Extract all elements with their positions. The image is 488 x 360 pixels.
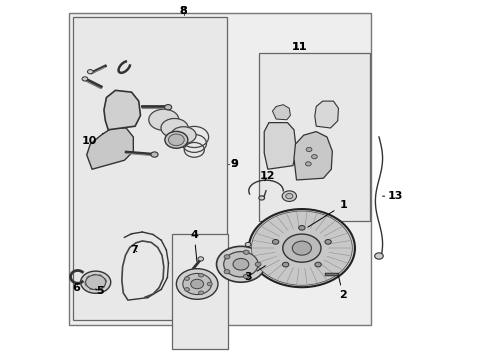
- Ellipse shape: [164, 104, 171, 110]
- Polygon shape: [264, 123, 296, 169]
- Ellipse shape: [243, 250, 248, 254]
- Text: 3: 3: [244, 266, 265, 282]
- Ellipse shape: [87, 69, 93, 74]
- Ellipse shape: [164, 131, 187, 148]
- Text: 6: 6: [73, 283, 81, 293]
- Text: 4: 4: [190, 230, 198, 261]
- Text: 10: 10: [81, 134, 102, 145]
- Polygon shape: [86, 128, 133, 169]
- Text: 11: 11: [291, 42, 306, 52]
- Ellipse shape: [251, 211, 351, 285]
- Ellipse shape: [224, 255, 229, 259]
- Text: 7: 7: [130, 245, 138, 255]
- Ellipse shape: [81, 271, 110, 293]
- Ellipse shape: [325, 239, 331, 244]
- Ellipse shape: [255, 262, 261, 266]
- Polygon shape: [104, 90, 140, 130]
- Bar: [69, 13, 370, 325]
- Bar: [172, 234, 227, 348]
- Ellipse shape: [148, 109, 179, 130]
- Ellipse shape: [244, 242, 250, 247]
- Ellipse shape: [207, 282, 212, 286]
- Text: 9: 9: [230, 159, 238, 169]
- Ellipse shape: [224, 270, 229, 274]
- Ellipse shape: [171, 127, 196, 144]
- Polygon shape: [314, 101, 338, 128]
- Text: 11: 11: [291, 42, 306, 52]
- Ellipse shape: [282, 262, 288, 267]
- Text: 8: 8: [179, 6, 187, 17]
- Text: 12: 12: [260, 171, 275, 181]
- Ellipse shape: [85, 275, 105, 289]
- Ellipse shape: [285, 193, 292, 199]
- Ellipse shape: [223, 252, 258, 277]
- Text: 8: 8: [179, 6, 187, 17]
- Ellipse shape: [282, 234, 320, 262]
- Bar: [258, 53, 369, 221]
- Ellipse shape: [311, 154, 317, 159]
- Text: 9: 9: [230, 159, 238, 169]
- Polygon shape: [293, 132, 332, 180]
- Ellipse shape: [161, 118, 188, 138]
- Ellipse shape: [198, 257, 203, 261]
- Ellipse shape: [183, 274, 211, 294]
- Ellipse shape: [176, 269, 218, 299]
- Ellipse shape: [168, 134, 184, 146]
- Text: 2: 2: [338, 276, 346, 301]
- Ellipse shape: [374, 253, 383, 259]
- Ellipse shape: [184, 277, 189, 280]
- Ellipse shape: [184, 288, 189, 291]
- Bar: [73, 17, 227, 320]
- Ellipse shape: [82, 77, 88, 81]
- Text: 5: 5: [96, 286, 103, 296]
- Ellipse shape: [272, 239, 278, 244]
- Ellipse shape: [298, 225, 305, 230]
- Ellipse shape: [243, 274, 248, 278]
- Ellipse shape: [198, 273, 203, 277]
- Ellipse shape: [314, 262, 321, 267]
- Polygon shape: [272, 105, 290, 120]
- Ellipse shape: [151, 152, 158, 157]
- Ellipse shape: [282, 191, 296, 201]
- Ellipse shape: [305, 162, 310, 166]
- Ellipse shape: [216, 246, 265, 282]
- Ellipse shape: [292, 241, 311, 255]
- Ellipse shape: [198, 291, 203, 294]
- Text: 1: 1: [307, 200, 346, 227]
- Ellipse shape: [305, 147, 311, 152]
- Ellipse shape: [233, 258, 248, 270]
- Ellipse shape: [248, 209, 354, 287]
- Ellipse shape: [190, 279, 203, 289]
- Ellipse shape: [258, 196, 264, 200]
- Text: 13: 13: [382, 191, 402, 201]
